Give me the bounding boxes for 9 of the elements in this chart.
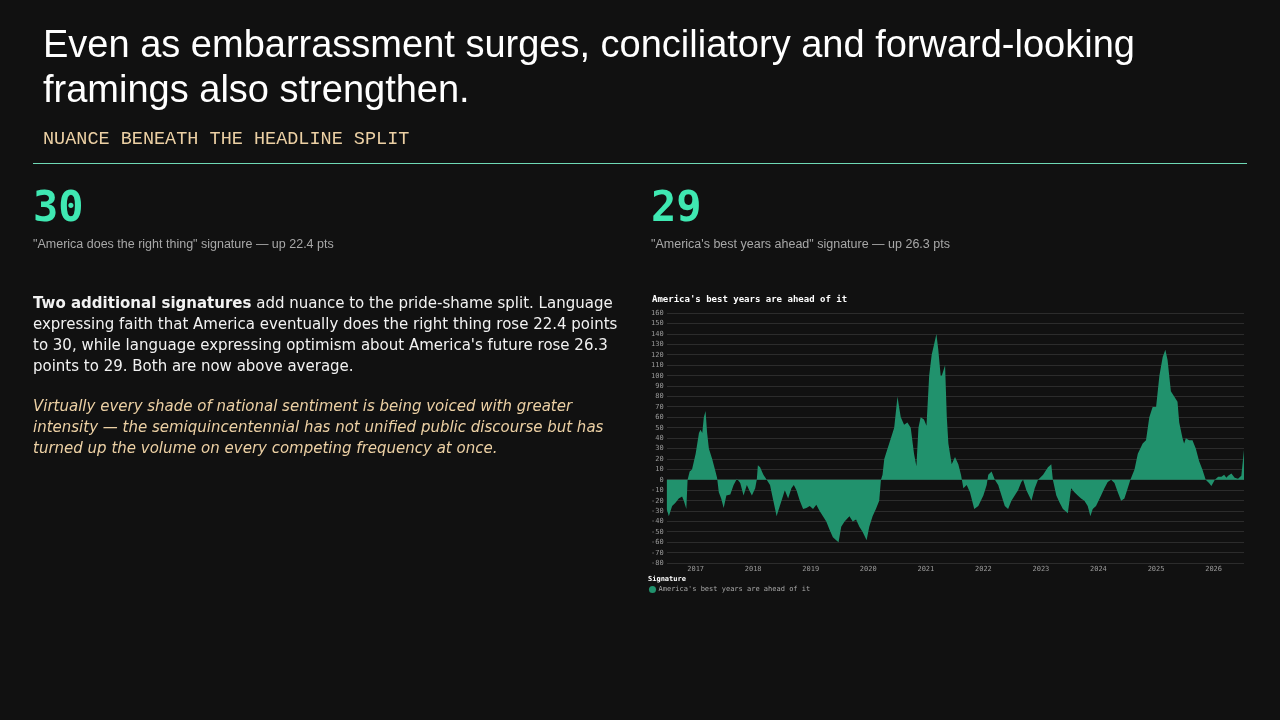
- chart-title: Even as embarrassment surges, conciliatory and forward-looking framings also strengthen.: [43, 22, 1136, 112]
- text: 30: [33, 182, 84, 231]
- text: NUANCE BENEATH THE HEADLINE SPLIT: [43, 129, 410, 150]
- text: Virtually every shade of national sentiment is being voiced with greater intensity — the semiquincentennial has not unified public discourse but has turned up the volume on every competing frequency at once.: [33, 396, 605, 459]
- text: "America's best years ahead" signature — up 26.3 pts: [651, 236, 950, 252]
- text: "America does the right thing" signature — up 22.4 pts: [33, 236, 334, 252]
- text: Two additional signatures: [33, 294, 252, 312]
- text: America's best years are ahead of it: [652, 294, 848, 305]
- text: 29: [651, 182, 702, 231]
